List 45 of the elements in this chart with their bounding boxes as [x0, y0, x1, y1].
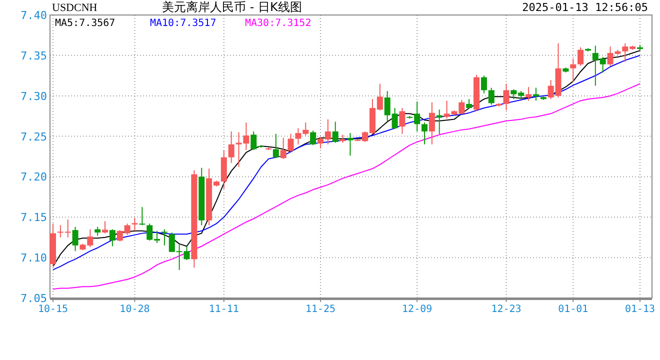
- text: 2025-01-13 12:56:05: [522, 1, 648, 14]
- candlestick: [332, 121, 338, 144]
- candlestick: [570, 58, 576, 83]
- candlestick: [428, 102, 435, 145]
- candlestick: [480, 75, 487, 94]
- candlestick: [347, 132, 354, 156]
- candlestick: [488, 87, 494, 106]
- chart-title: 美元离岸人民币 - 日K线图: [162, 0, 302, 14]
- y-tick-label: 7.35: [20, 49, 47, 62]
- x-tick-label: 11-11: [208, 304, 239, 315]
- x-tick-label: 10-28: [120, 304, 150, 315]
- candlestick: [72, 226, 78, 252]
- candlestick: [503, 83, 510, 111]
- candlestick: [161, 228, 168, 246]
- line-series: [52, 83, 640, 290]
- y-tick-label: 7.30: [20, 90, 47, 103]
- chart-subtitle: USDCNH: [52, 2, 98, 14]
- y-tick-label: 7.10: [20, 252, 47, 265]
- y-tick-label: 7.20: [20, 170, 47, 184]
- candlestick: [399, 107, 406, 134]
- candlestick: [102, 220, 108, 234]
- x-tick-label: 12-23: [491, 304, 522, 315]
- candlestick: [466, 98, 472, 110]
- candlestick: [578, 46, 584, 66]
- candlestick: [139, 206, 146, 226]
- x-tick-label: 10-15: [38, 304, 68, 315]
- candlestick: [272, 133, 279, 159]
- x-tick-label: 11-25: [305, 304, 336, 315]
- x-tick-label: 01-13: [624, 304, 656, 315]
- y-tick-label: 7.40: [20, 9, 47, 22]
- x-tick-label: 12-09: [402, 304, 432, 315]
- x-tick-label: 01-01: [558, 304, 588, 315]
- candlestick: [228, 130, 234, 164]
- text: MA10:7.3517: [150, 18, 216, 29]
- text: MA30:7.3152: [245, 18, 312, 29]
- y-tick-label: 7.05: [20, 292, 47, 305]
- candlestick: [422, 122, 428, 145]
- candlestick: [109, 228, 116, 247]
- y-tick-label: 7.25: [20, 130, 47, 144]
- candlestick: [310, 130, 316, 146]
- candlestick: [532, 87, 539, 102]
- text: MA5:7.3567: [55, 18, 116, 29]
- candlestick: [526, 86, 532, 102]
- y-tick-label: 7.15: [20, 211, 47, 224]
- candlestick: [132, 217, 138, 232]
